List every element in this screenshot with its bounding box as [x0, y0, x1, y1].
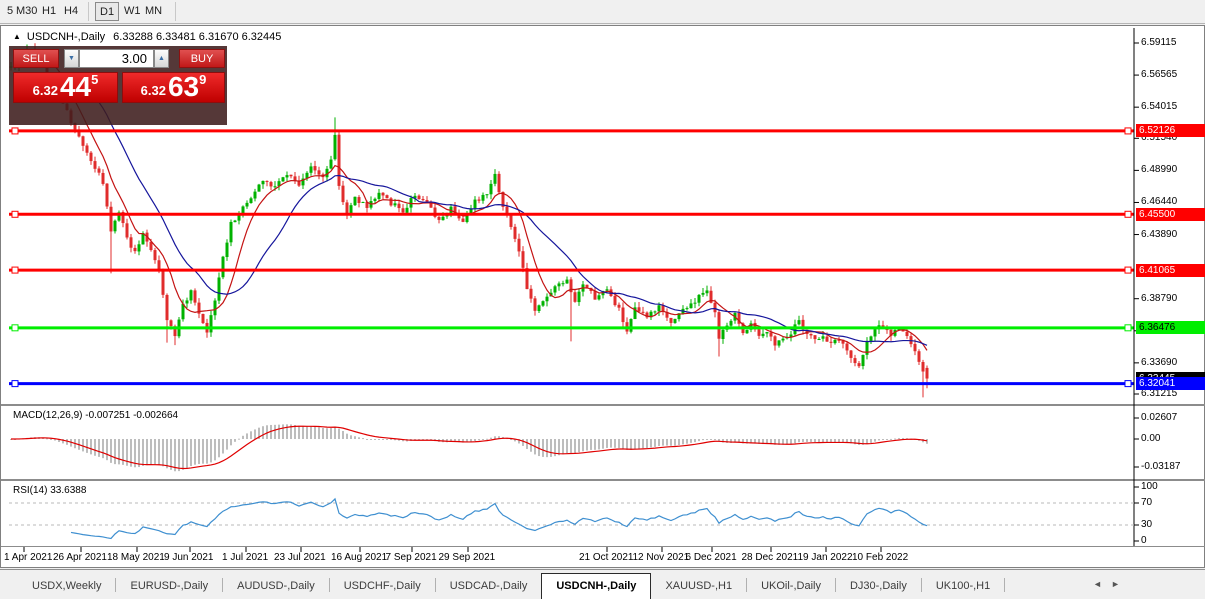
- price-line-tag: 6.41065: [1136, 263, 1205, 277]
- buy-price-pip: 9: [199, 72, 207, 87]
- chart-tab-xauusd-h1[interactable]: XAUUSD-,H1: [665, 580, 733, 592]
- rsi-axis-label: 30: [1141, 519, 1153, 530]
- date-axis-label: 19 Jan 2022: [797, 552, 853, 563]
- date-axis-label: 18 May 2021: [107, 552, 165, 563]
- tab-separator: [834, 577, 836, 592]
- date-axis-label: 1 Jul 2021: [222, 552, 269, 563]
- rsi-levels: [9, 502, 1134, 526]
- sell-price-prefix: 6.32: [32, 83, 58, 98]
- toolbar-separator: [88, 2, 89, 21]
- toolbar-separator: [175, 2, 176, 21]
- chart-title: ▲ USDCNH-,Daily 6.33288 6.33481 6.31670 6.…: [13, 31, 281, 43]
- sell-button[interactable]: SELL: [13, 49, 59, 68]
- chart-tab-usdchf-daily[interactable]: USDCHF-,Daily: [343, 580, 421, 592]
- chart-plot-area[interactable]: [1, 26, 1205, 569]
- timeframe-button-M30[interactable]: M30: [16, 5, 38, 17]
- sell-price-pip: 5: [91, 72, 99, 87]
- chart-tab-eurusd-daily[interactable]: EURUSD-,Daily: [130, 580, 209, 592]
- rsi-axis-label: 0: [1141, 535, 1147, 546]
- price-axis-tick-label: 6.33690: [1141, 356, 1178, 368]
- volume-decrease-button[interactable]: ▼: [64, 49, 79, 68]
- macd-histogram: [10, 424, 928, 472]
- tab-separator: [115, 577, 117, 592]
- price-axis-tick-label: 6.56565: [1141, 69, 1178, 81]
- price-axis-tick-label: 6.51540: [1141, 132, 1178, 144]
- price-axis-tick-label: 6.59115: [1141, 37, 1177, 48]
- chart-tab-audusd-daily[interactable]: AUDUSD-,Daily: [237, 580, 315, 592]
- tab-separator: [222, 577, 224, 592]
- macd-axis-label: 0.00: [1141, 433, 1161, 444]
- tab-separator: [434, 577, 436, 592]
- date-axis-label: 6 Dec 2021: [685, 552, 737, 563]
- chart-tab-bar: USDX,Weekly EURUSD-,Daily AUDUSD-,Daily USD…: [0, 569, 1205, 599]
- chart-tab-ukoil-daily[interactable]: UKOil-,Daily: [761, 580, 821, 592]
- date-axis-label: 9 Jun 2021: [164, 552, 214, 563]
- chart-ohlc-values: 6.33288 6.33481 6.31670 6.32445: [113, 31, 282, 43]
- price-line-tag: 6.52126: [1136, 124, 1205, 138]
- tab-scroll-left-icon[interactable]: ◄: [1093, 579, 1102, 589]
- buy-price-prefix: 6.32: [140, 83, 166, 98]
- price-line-tag: 6.36476: [1136, 321, 1205, 335]
- tab-separator: [920, 577, 922, 592]
- rsi-line: [70, 497, 928, 540]
- date-axis-label: 1 Apr 2021: [4, 552, 53, 563]
- chart-tab-usdcad-daily[interactable]: USDCAD-,Daily: [449, 580, 528, 592]
- macd-indicator-label: MACD(12,26,9) -0.007251 -0.002664: [13, 410, 179, 421]
- date-axis-label: 29 Sep 2021: [438, 552, 496, 563]
- date-axis-label: 28 Dec 2021: [741, 552, 799, 563]
- date-axis-label: 26 Apr 2021: [53, 552, 107, 563]
- rsi-indicator-label: RSI(14) 33.6388: [13, 485, 87, 496]
- chart-tab-uk100-h1[interactable]: UK100-,H1: [935, 580, 991, 592]
- volume-input[interactable]: [79, 49, 154, 68]
- chart-tab-usdcnh-daily[interactable]: USDCNH-,Daily: [541, 573, 652, 599]
- date-axis-label: 7 Sep 2021: [385, 552, 437, 563]
- price-axis-tick-label: 6.48990: [1141, 164, 1178, 176]
- chart-tab-usdx-weekly[interactable]: USDX,Weekly: [32, 580, 102, 592]
- date-axis-label: 10 Feb 2022: [852, 552, 909, 563]
- tab-scroll-right-icon[interactable]: ►: [1111, 579, 1120, 589]
- macd-axis-label: 0.02607: [1141, 412, 1178, 423]
- buy-button[interactable]: BUY: [179, 49, 225, 68]
- timeframe-button-H4[interactable]: H4: [64, 5, 79, 17]
- timeframe-button-5[interactable]: 5: [7, 5, 14, 17]
- rsi-axis-label: 100: [1141, 481, 1158, 492]
- chart-tab-dj30-daily[interactable]: DJ30-,Daily: [849, 580, 907, 592]
- tab-separator: [1004, 577, 1006, 592]
- horizontal-lines: [9, 127, 1134, 388]
- price-axis-tick-label: 6.38790: [1141, 292, 1178, 304]
- chart-symbol-label: USDCNH-,Daily: [26, 31, 106, 43]
- date-axis-label: 23 Jul 2021: [274, 552, 326, 563]
- rsi-axis-label: 70: [1141, 497, 1153, 508]
- price-axis-tick-label: 6.46440: [1141, 196, 1178, 208]
- macd-axis-label: -0.03187: [1141, 461, 1181, 472]
- sell-price-main: 44: [59, 71, 92, 102]
- tab-separator: [746, 577, 748, 592]
- price-line-tag: 6.45500: [1136, 207, 1205, 221]
- date-axis-label: 16 Aug 2021: [331, 552, 388, 563]
- macd-signal-line: [10, 425, 928, 470]
- date-axis-label: 21 Oct 2021: [579, 552, 634, 563]
- triangle-down-icon: ▼: [68, 55, 75, 62]
- tab-separator: [328, 577, 330, 592]
- buy-price-display[interactable]: 6.32 63 9: [122, 72, 225, 103]
- volume-increase-button[interactable]: ▲: [154, 49, 169, 68]
- price-axis-tick-label: 6.54015: [1141, 101, 1178, 113]
- triangle-up-icon: ▲: [158, 55, 165, 62]
- sell-price-display[interactable]: 6.32 44 5: [13, 72, 118, 103]
- timeframe-toolbar: 5 M30 H1 H4 D1 W1 MN: [0, 0, 1205, 24]
- price-axis-tick-label: 6.31215: [1141, 388, 1178, 399]
- date-axis-label: 12 Nov 2021: [632, 552, 690, 563]
- chart-window: ▲ USDCNH-,Daily 6.33288 6.33481 6.31670 6.…: [0, 25, 1205, 568]
- buy-price-main: 63: [167, 71, 200, 102]
- chart-collapse-arrow-icon[interactable]: ▲: [13, 32, 21, 41]
- timeframe-button-D1[interactable]: D1: [95, 2, 120, 21]
- price-line-tag: 6.32041: [1136, 377, 1205, 391]
- timeframe-button-H1[interactable]: H1: [42, 5, 57, 17]
- axes: [1, 28, 1205, 552]
- price-axis-tick-label: 6.43890: [1141, 228, 1178, 240]
- timeframe-button-MN[interactable]: MN: [145, 5, 163, 17]
- timeframe-button-W1[interactable]: W1: [124, 5, 141, 17]
